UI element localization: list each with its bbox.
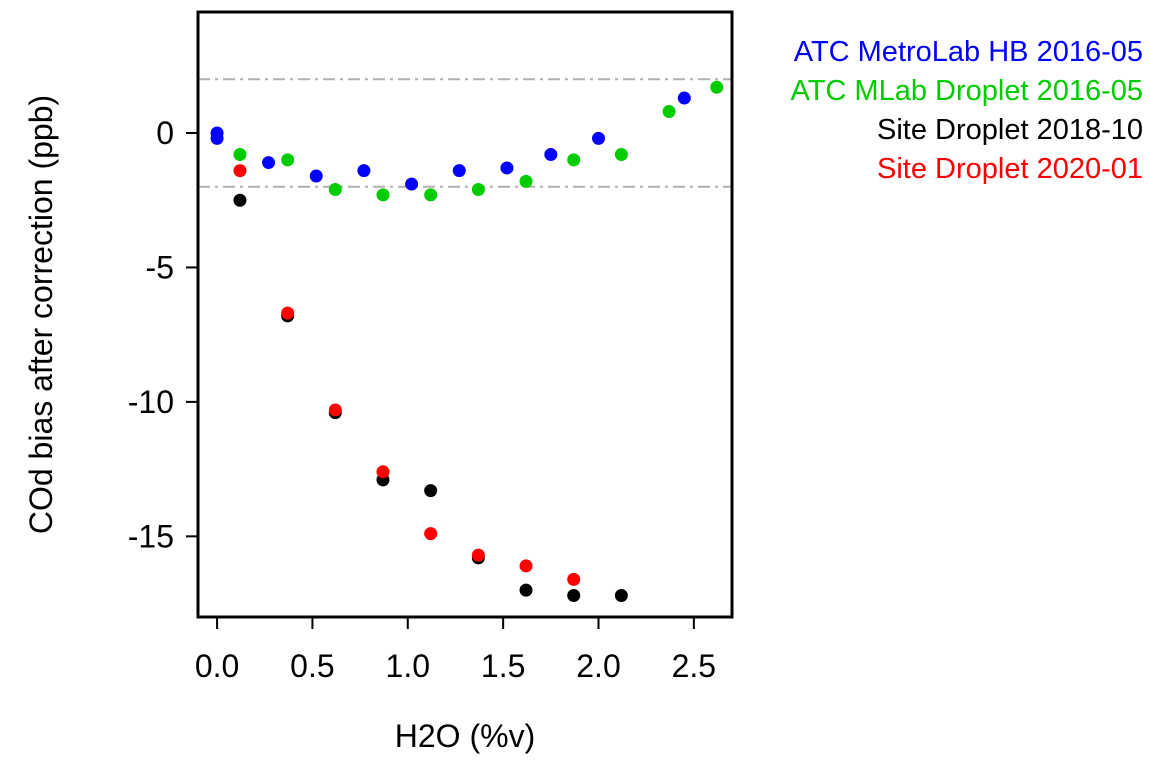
data-point — [471, 548, 485, 562]
legend-entry: Site Droplet 2018-10 — [877, 114, 1143, 146]
data-point — [471, 182, 485, 196]
data-point — [357, 164, 371, 178]
data-point — [376, 465, 390, 479]
data-point — [424, 527, 438, 541]
y-tick-label: -15 — [128, 518, 174, 554]
data-point — [567, 153, 581, 167]
legend-entry: ATC MetroLab HB 2016-05 — [794, 36, 1143, 68]
series-2 — [233, 193, 628, 602]
data-point — [544, 148, 558, 162]
data-point — [210, 131, 224, 145]
data-point — [500, 161, 514, 175]
data-point — [424, 188, 438, 202]
x-tick-label: 2.5 — [672, 648, 716, 684]
data-point — [567, 588, 581, 602]
data-point — [376, 188, 390, 202]
data-point — [592, 131, 605, 145]
series-0 — [210, 91, 691, 191]
data-point — [281, 153, 295, 167]
x-tick-label: 1.5 — [481, 648, 525, 684]
data-point — [519, 174, 533, 188]
data-point — [309, 169, 323, 183]
data-point — [677, 91, 691, 105]
data-point — [519, 559, 533, 573]
data-point — [710, 80, 724, 94]
data-points — [210, 80, 724, 602]
data-point — [614, 148, 628, 162]
legend-entry: Site Droplet 2020-01 — [877, 153, 1143, 185]
plot-frame — [196, 10, 734, 619]
data-point — [328, 182, 342, 196]
data-point — [452, 164, 466, 178]
x-axis-ticks: 0.0 0.5 1.0 1.5 2.0 2.5 — [195, 617, 716, 684]
data-point — [519, 583, 533, 597]
x-tick-label: 0.0 — [195, 648, 239, 684]
data-point — [614, 588, 628, 602]
data-point — [262, 156, 276, 170]
x-tick-label: 1.0 — [386, 648, 430, 684]
data-point — [328, 403, 342, 417]
series-1 — [233, 80, 724, 202]
legend-entry: ATC MLab Droplet 2016-05 — [791, 75, 1143, 107]
series-3 — [233, 164, 581, 586]
y-axis-title: COd bias after correction (ppb) — [23, 95, 59, 534]
x-tick-label: 2.0 — [576, 648, 620, 684]
data-point — [405, 177, 419, 191]
data-point — [233, 193, 247, 207]
y-tick-label: -5 — [146, 249, 174, 285]
legend: ATC MetroLab HB 2016-05 ATC MLab Droplet … — [791, 36, 1143, 185]
reference-lines — [198, 78, 732, 188]
y-axis-ticks: 0 -5 -10 -15 — [128, 115, 198, 554]
data-point — [424, 484, 438, 498]
y-tick-label: -10 — [128, 384, 174, 420]
y-tick-label: 0 — [156, 115, 174, 151]
data-point — [567, 572, 581, 586]
x-tick-label: 0.5 — [290, 648, 334, 684]
data-point — [281, 306, 295, 320]
x-axis-title: H2O (%v) — [395, 718, 535, 754]
data-point — [233, 148, 247, 162]
data-point — [233, 164, 247, 178]
data-point — [662, 104, 676, 118]
